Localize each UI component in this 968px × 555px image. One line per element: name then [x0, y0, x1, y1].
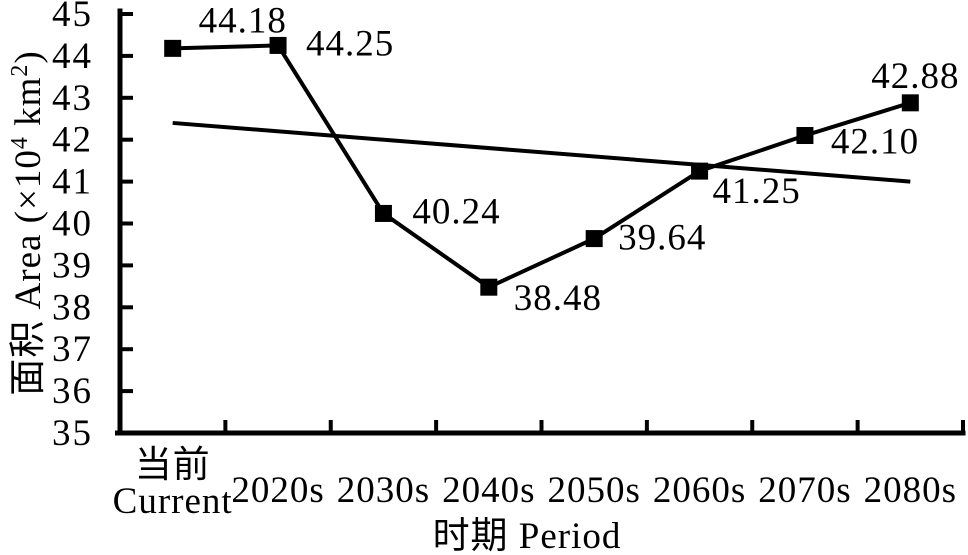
- x-axis-title: 时期 Period: [433, 516, 622, 555]
- trend-line: [172, 120, 911, 184]
- series-line: [172, 43, 911, 290]
- x-category-label: 2070s: [758, 470, 851, 511]
- y-axis-title-part: 面积 Area (×10: [8, 149, 49, 396]
- x-category-label: 当前: [135, 444, 211, 486]
- y-tick-label: 45: [52, 0, 93, 35]
- data-point-marker: [269, 36, 287, 54]
- y-tick-label: 35: [52, 413, 93, 454]
- data-point-label: 38.48: [514, 278, 602, 319]
- y-tick-label: 36: [52, 371, 93, 412]
- y-tick-label: 39: [52, 245, 93, 286]
- x-category-label: 2040s: [442, 470, 535, 511]
- data-point-label: 44.25: [306, 23, 394, 64]
- x-category-label: 2020s: [231, 470, 324, 511]
- x-category-label: 2080s: [864, 470, 957, 511]
- y-axis-title: 面积 Area (×104 km2): [7, 50, 49, 395]
- y-tick-label: 43: [52, 78, 93, 119]
- data-point-label: 44.18: [199, 0, 287, 41]
- y-tick-label: 42: [52, 120, 93, 161]
- y-axis-title-part: 4: [7, 136, 33, 149]
- y-tick-label: 40: [52, 204, 93, 245]
- axes: [115, 8, 966, 436]
- y-axis-title-part: ): [8, 50, 49, 63]
- x-category-label: 2060s: [653, 470, 746, 511]
- data-point-label: 42.10: [831, 122, 919, 163]
- y-axis-title-part: 2: [7, 64, 33, 77]
- data-point-label: 41.25: [712, 171, 800, 212]
- data-point-marker: [374, 204, 392, 222]
- data-point-label: 39.64: [618, 218, 706, 259]
- x-category-label: Current: [113, 481, 233, 522]
- y-axis-title-part: km: [8, 77, 49, 137]
- data-point-marker: [585, 230, 603, 248]
- x-category-label: 2030s: [337, 470, 430, 511]
- data-point-marker: [796, 127, 814, 145]
- data-point-label: 40.24: [412, 191, 500, 232]
- y-tick-label: 44: [52, 36, 93, 77]
- y-tick-label: 41: [52, 162, 93, 203]
- y-tick-label: 37: [52, 329, 93, 370]
- data-point-marker: [901, 94, 919, 112]
- x-category-label: 2050s: [547, 470, 640, 511]
- data-point-marker: [691, 162, 709, 180]
- data-point-label: 42.88: [871, 56, 959, 97]
- data-point-marker: [480, 278, 498, 296]
- data-point-marker: [164, 39, 182, 57]
- y-tick-label: 38: [52, 287, 93, 328]
